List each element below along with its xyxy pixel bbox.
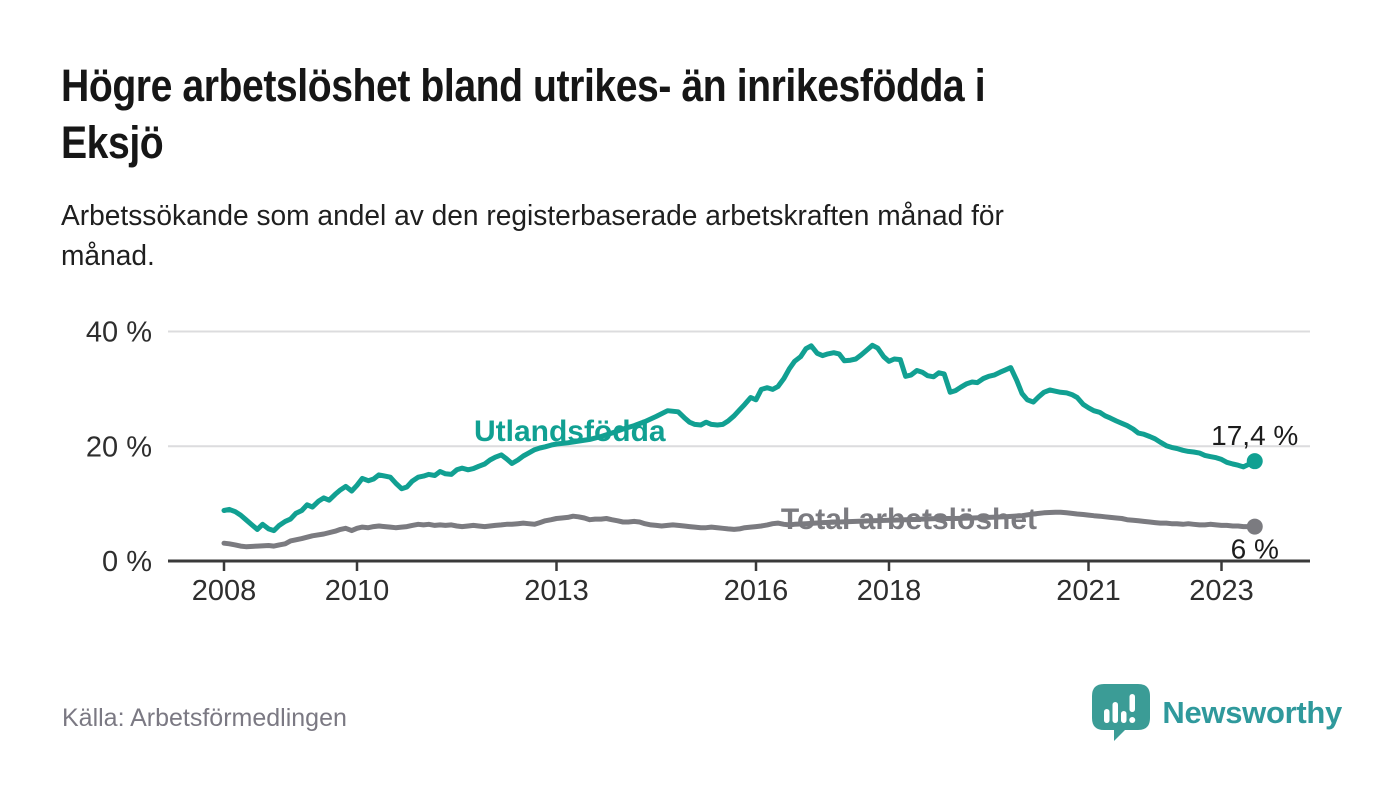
x-tick-label-2021: 2021 <box>1056 575 1121 607</box>
page-subtitle: Arbetssökande som andel av den registerb… <box>61 200 1004 273</box>
y-tick-label-20: 20 % <box>86 431 152 463</box>
series-inline-label-utlandsfodda: Utlandsfödda <box>474 415 666 448</box>
x-tick-label-2008: 2008 <box>192 575 257 607</box>
series-end-dot-utlandsfodda <box>1246 453 1263 470</box>
bar-chart-glyph <box>1104 694 1136 723</box>
x-tick-label-2016: 2016 <box>724 575 789 607</box>
x-tick-label-2018: 2018 <box>857 575 922 607</box>
speech-bubble-bar-chart-icon <box>1092 684 1151 741</box>
series-line-utlandsfodda <box>221 342 1258 534</box>
newsworthy-wordmark: Newsworthy <box>1162 695 1342 730</box>
x-tick-label-2023: 2023 <box>1189 575 1254 607</box>
series-end-label-utlandsfodda: 17,4 % <box>1211 420 1298 451</box>
newsworthy-logo: Newsworthy <box>1092 684 1342 742</box>
speech-bubble-shape <box>1092 684 1151 741</box>
series-inline-label-total-arbetsloshet: Total arbetslöshet <box>781 503 1037 536</box>
series-end-dot-total-arbetsloshet <box>1246 518 1263 535</box>
series-line-total-arbetsloshet <box>221 509 1258 550</box>
x-tick-label-2013: 2013 <box>524 575 589 607</box>
y-tick-label-0: 0 % <box>102 546 152 578</box>
x-tick-label-2010: 2010 <box>325 575 390 607</box>
page-title: Högre arbetslöshet bland utrikes- än inr… <box>61 60 986 168</box>
source-note: Källa: Arbetsförmedlingen <box>62 704 347 732</box>
series-end-label-total-arbetsloshet: 6 % <box>1231 534 1279 565</box>
y-tick-label-40: 40 % <box>86 317 152 349</box>
